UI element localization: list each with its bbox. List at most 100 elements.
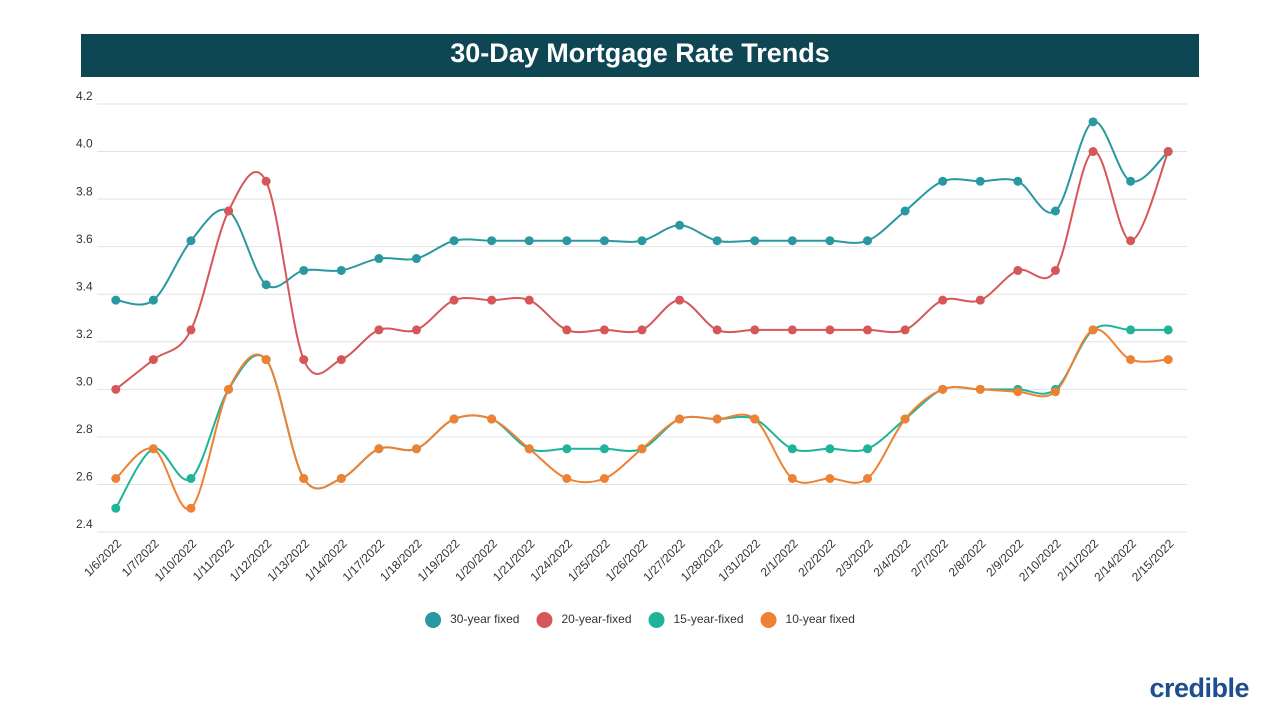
data-point (1050, 265, 1060, 275)
data-point (148, 444, 158, 454)
data-point (336, 265, 346, 275)
data-point (1088, 325, 1098, 335)
x-tick-label: 2/4/2022 (871, 536, 914, 579)
data-point (449, 414, 459, 424)
data-point (787, 236, 797, 246)
data-point (975, 176, 985, 186)
data-point (487, 236, 497, 246)
data-point (186, 474, 196, 483)
data-point (562, 325, 572, 335)
data-point (787, 474, 797, 483)
data-point (938, 176, 948, 186)
data-point (524, 295, 534, 305)
data-point (712, 325, 722, 335)
data-point (637, 444, 647, 454)
data-point (675, 414, 685, 424)
series-line (115, 150, 1170, 391)
data-point (299, 265, 309, 275)
series-line (114, 324, 1169, 509)
data-point (900, 206, 910, 216)
data-point (111, 503, 121, 513)
x-tick-label: 2/3/2022 (833, 536, 876, 579)
data-point (487, 295, 497, 305)
y-tick-label: 3.6 (76, 232, 93, 246)
legend-item: 10-year fixed (760, 612, 855, 628)
data-point (750, 414, 760, 424)
series-line (115, 328, 1169, 511)
legend-marker (536, 612, 553, 628)
data-point (111, 474, 121, 483)
x-tick-label: 1/6/2022 (81, 536, 124, 579)
data-point (336, 474, 346, 483)
y-tick-label: 4.0 (76, 137, 93, 151)
data-point (261, 176, 271, 186)
y-tick-label: 2.8 (76, 422, 93, 436)
data-point (637, 236, 647, 246)
data-point (825, 236, 835, 246)
x-tick-label: 1/31/2022 (715, 536, 763, 584)
data-point (1088, 147, 1098, 157)
x-tick-label: 2/2/2022 (795, 536, 838, 579)
data-point (1013, 387, 1023, 397)
data-point (562, 444, 572, 454)
data-point (224, 384, 234, 394)
data-point (1050, 387, 1060, 397)
legend-item: 20-year-fixed (536, 612, 632, 628)
data-point (186, 325, 196, 335)
data-point (374, 254, 384, 264)
data-point (750, 236, 760, 246)
data-point (599, 325, 609, 335)
data-point (599, 444, 609, 454)
data-point (449, 295, 459, 305)
data-point (111, 295, 121, 305)
data-point (1013, 176, 1023, 186)
data-point (675, 220, 685, 230)
y-tick-label: 3.8 (76, 184, 93, 198)
x-tick-label: 2/1/2022 (758, 536, 801, 579)
data-point (524, 444, 534, 454)
x-tick-label: 2/8/2022 (946, 536, 989, 579)
data-point (1163, 147, 1173, 157)
data-point (148, 295, 158, 305)
data-point (599, 474, 609, 483)
data-point (261, 355, 271, 365)
data-point (411, 254, 421, 264)
data-point (900, 325, 910, 335)
x-tick-label: 2/15/2022 (1129, 536, 1177, 584)
data-point (524, 236, 534, 246)
data-point (975, 384, 985, 394)
data-point (1163, 355, 1173, 365)
legend-label: 15-year-fixed (674, 612, 744, 626)
data-point (637, 325, 647, 335)
series-line (115, 120, 1169, 306)
data-point (863, 444, 873, 454)
legend-marker (760, 612, 777, 628)
data-point (825, 474, 835, 483)
data-point (562, 236, 572, 246)
data-point (1088, 117, 1098, 127)
title-bar (81, 34, 1199, 77)
data-point (299, 355, 309, 365)
data-point (750, 325, 760, 335)
data-point (787, 444, 797, 454)
data-point (863, 474, 873, 483)
data-point (1126, 176, 1136, 186)
data-point (1126, 236, 1136, 246)
data-point (1126, 355, 1136, 365)
data-point (975, 295, 985, 305)
legend-marker (425, 612, 442, 628)
data-point (1163, 325, 1173, 335)
data-point (938, 384, 948, 394)
y-tick-label: 2.4 (76, 517, 93, 531)
data-point (712, 414, 722, 424)
data-point (374, 325, 384, 335)
data-point (1013, 265, 1023, 275)
data-point (863, 236, 873, 246)
data-point (599, 236, 609, 246)
y-tick-label: 2.6 (76, 470, 93, 484)
data-point (675, 295, 685, 305)
data-point (186, 236, 196, 246)
data-point (1050, 206, 1060, 216)
